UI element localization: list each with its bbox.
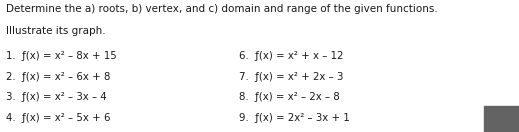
Text: Determine the a) roots, b) vertex, and c) domain and range of the given function: Determine the a) roots, b) vertex, and c… [6, 4, 438, 14]
Text: 1.  ƒ(x) = x² – 8x + 15: 1. ƒ(x) = x² – 8x + 15 [6, 51, 117, 62]
Text: 4.  ƒ(x) = x² – 5x + 6: 4. ƒ(x) = x² – 5x + 6 [6, 113, 111, 123]
Text: Illustrate its graph.: Illustrate its graph. [6, 26, 106, 36]
Text: 7.  ƒ(x) = x² + 2x – 3: 7. ƒ(x) = x² + 2x – 3 [239, 72, 343, 82]
FancyBboxPatch shape [484, 106, 519, 132]
Text: 6.  ƒ(x) = x² + x – 12: 6. ƒ(x) = x² + x – 12 [239, 51, 343, 62]
Text: 9.  ƒ(x) = 2x² – 3x + 1: 9. ƒ(x) = 2x² – 3x + 1 [239, 113, 349, 123]
Text: 2.  ƒ(x) = x² – 6x + 8: 2. ƒ(x) = x² – 6x + 8 [6, 72, 111, 82]
Text: 3.  ƒ(x) = x² – 3x – 4: 3. ƒ(x) = x² – 3x – 4 [6, 92, 107, 102]
Text: 8.  ƒ(x) = x² – 2x – 8: 8. ƒ(x) = x² – 2x – 8 [239, 92, 339, 102]
